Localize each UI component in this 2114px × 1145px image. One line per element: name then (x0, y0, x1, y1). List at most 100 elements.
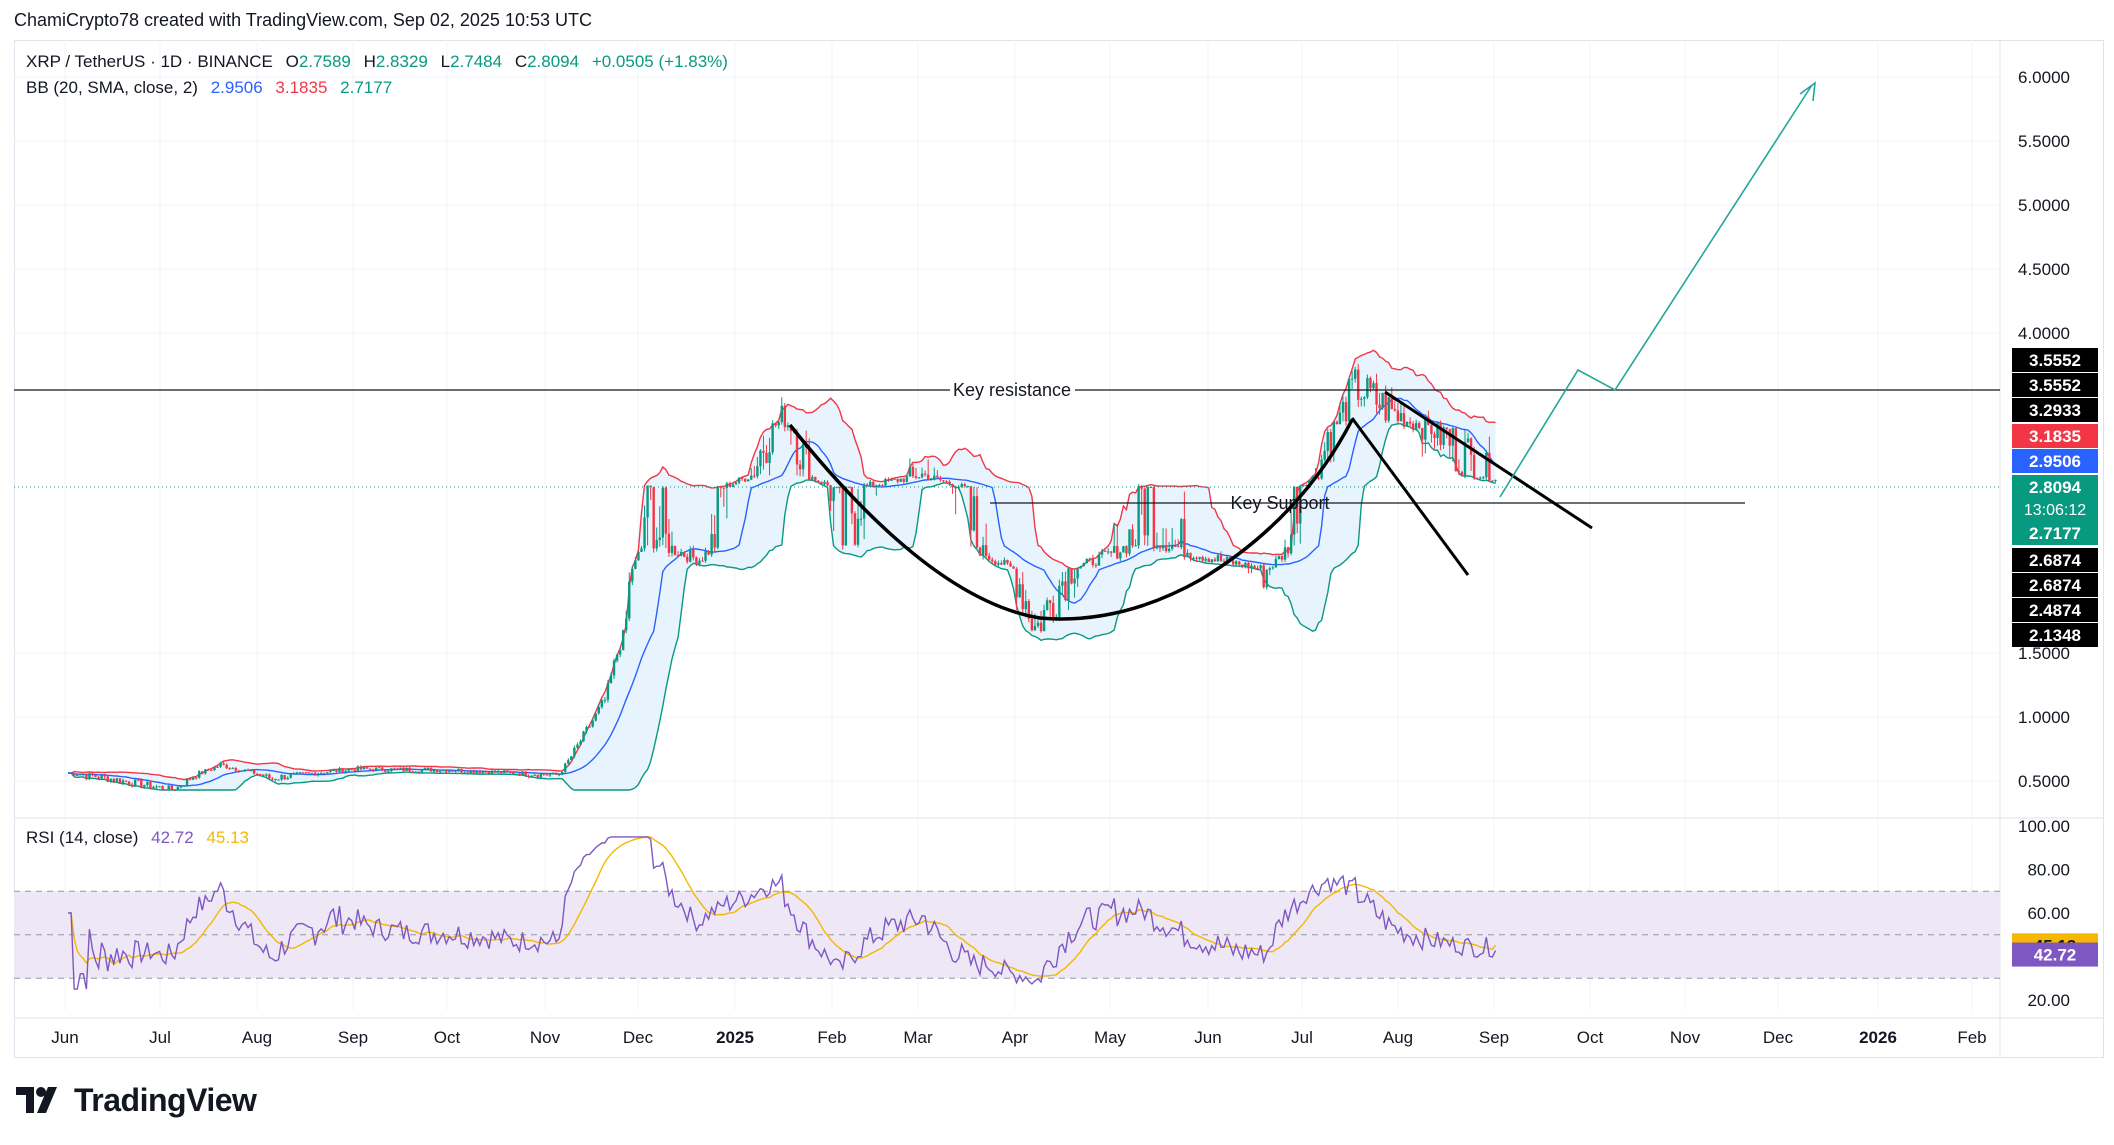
price-tick-label: 0.5000 (2018, 772, 2070, 791)
candle-body (899, 478, 902, 482)
key-resistance-label: Key resistance (953, 380, 1071, 400)
candle-body (597, 707, 600, 714)
candle-body (265, 774, 268, 776)
candle-body (1286, 547, 1290, 554)
candle-body (743, 478, 747, 482)
candle-body (1323, 450, 1326, 460)
candle-body (835, 487, 838, 489)
candle-body (1052, 603, 1055, 618)
candle-body (667, 533, 671, 553)
candle-body (1091, 558, 1095, 566)
candle-body (872, 481, 875, 487)
rsi-label[interactable]: RSI (14, close) (26, 828, 139, 847)
candle-body (1170, 545, 1174, 549)
candle-body (728, 483, 732, 487)
candle-body (948, 481, 951, 485)
candle-body (1265, 569, 1268, 588)
candle-body (344, 770, 347, 773)
symbol-legend[interactable]: XRP / TetherUS · 1D · BINANCE O2.7589 H2… (26, 52, 728, 72)
symbol-name[interactable]: XRP / TetherUS · 1D · BINANCE (26, 52, 273, 71)
candle-body (225, 764, 228, 769)
candle-body (655, 540, 658, 549)
candle-body (646, 485, 649, 518)
candle-body (1338, 412, 1342, 425)
price-axis-label-value: 2.1348 (2029, 626, 2081, 645)
candle-body (930, 478, 933, 480)
price-axis-label: 3.5552 (2012, 348, 2098, 372)
rsi-tick-label: 60.00 (2027, 904, 2070, 923)
candle-body (972, 496, 976, 531)
candle-body (917, 477, 921, 479)
candle-body (1018, 584, 1021, 598)
bb-basis-line (68, 397, 1497, 787)
candle-body (945, 481, 948, 483)
candle-body (1424, 416, 1427, 440)
candle-body (115, 778, 119, 782)
candle-body (499, 771, 503, 774)
candle-body (466, 772, 469, 774)
price-tick-label: 5.5000 (2018, 132, 2070, 151)
candle-body (161, 786, 164, 790)
candle-body (1033, 625, 1037, 631)
candle-body (823, 481, 826, 485)
candle-body (435, 769, 439, 773)
candles-group (69, 363, 1497, 791)
price-axis-label: 2.4874 (2012, 598, 2098, 622)
candle-body (1158, 545, 1162, 549)
candle-body (1210, 559, 1214, 563)
candle-body (213, 766, 216, 771)
tradingview-logo[interactable]: TradingView (16, 1080, 257, 1120)
candle-body (1375, 383, 1378, 405)
rsi-ma-line (68, 836, 1497, 978)
low-value: 2.7484 (450, 52, 503, 71)
candle-body (1317, 477, 1320, 479)
candle-body (210, 770, 213, 772)
candle-body (493, 770, 497, 773)
candle-body (198, 771, 201, 778)
candle-body (1241, 564, 1244, 568)
candle-body (1134, 545, 1137, 547)
candle-body (454, 771, 457, 773)
candle-body (1259, 565, 1262, 569)
bb-label[interactable]: BB (20, SMA, close, 2) (26, 78, 198, 97)
candle-body (542, 773, 546, 775)
candle-body (469, 770, 472, 774)
candle-body (875, 485, 878, 487)
candle-body (1006, 560, 1009, 564)
candle-body (786, 425, 790, 428)
price-tick-label: 4.5000 (2018, 260, 2070, 279)
candle-body (188, 778, 192, 780)
candle-body (612, 660, 616, 676)
candle-body (332, 769, 335, 771)
tradingview-logo-text: TradingView (74, 1081, 257, 1118)
candle-body (1143, 488, 1146, 536)
time-tick-label: Oct (1577, 1028, 1604, 1047)
candle-body (393, 768, 396, 770)
candle-body (817, 480, 820, 482)
candle-body (118, 778, 122, 784)
candle-body (670, 545, 674, 553)
candle-body (1021, 584, 1024, 610)
candle-body (539, 773, 543, 778)
candle-body (496, 771, 500, 773)
candle-body (487, 772, 491, 775)
candle-body (88, 773, 91, 779)
rsi-legend[interactable]: RSI (14, close) 42.72 45.13 (26, 828, 249, 848)
candle-body (704, 550, 707, 561)
candle-body (1463, 442, 1467, 477)
rsi-ma-value: 45.13 (206, 828, 249, 847)
candle-body (298, 772, 302, 774)
candle-body (570, 756, 573, 761)
price-axis-label-value: 2.7177 (2029, 524, 2081, 543)
candle-body (158, 786, 161, 788)
candle-body (1350, 378, 1354, 380)
candle-body (820, 481, 823, 485)
candle-body (194, 777, 198, 779)
candle-body (1396, 410, 1400, 422)
candle-body (155, 786, 158, 788)
candle-body (1475, 478, 1479, 480)
bb-legend[interactable]: BB (20, SMA, close, 2) 2.9506 3.1835 2.7… (26, 78, 392, 98)
candle-body (301, 772, 305, 774)
candle-body (69, 773, 73, 775)
